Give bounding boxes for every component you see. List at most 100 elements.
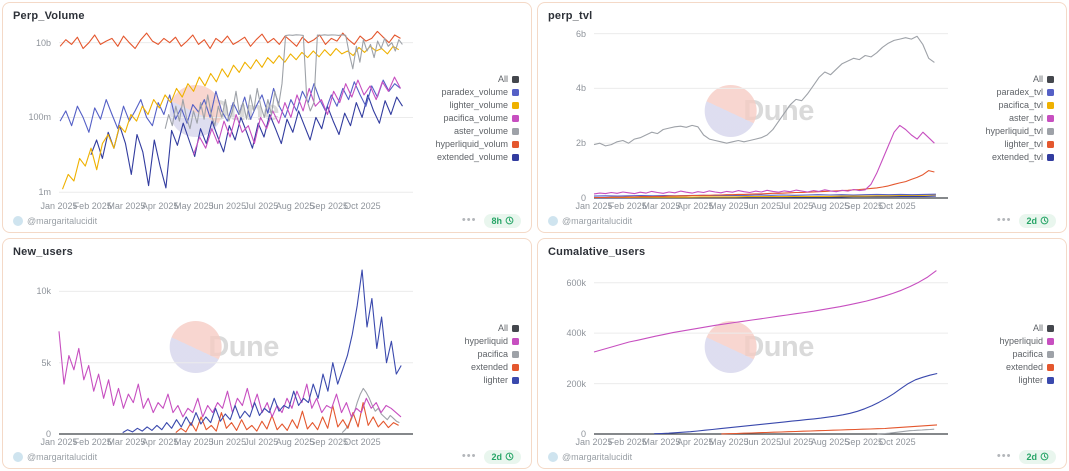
legend-item-pacifica[interactable]: pacifica	[948, 349, 1054, 359]
more-menu-icon[interactable]: •••	[461, 450, 477, 462]
y-tick-label: 4b	[575, 83, 586, 94]
chart-plot-area[interactable]: Dune 6b 4b 2b 0	[576, 24, 948, 203]
x-tick-label: Jun 2025	[744, 201, 782, 211]
chart-title: Perp_Volume	[13, 10, 85, 22]
series-lighter	[654, 372, 938, 435]
more-menu-icon[interactable]: •••	[461, 214, 477, 226]
legend-swatch-icon	[1047, 376, 1054, 384]
legend-swatch-icon	[512, 363, 519, 371]
series-pacifica	[341, 387, 400, 433]
legend-swatch-icon	[1047, 324, 1054, 332]
legend-swatch-icon	[512, 114, 519, 122]
legend-item-extended-tvl[interactable]: extended_tvl	[948, 152, 1054, 162]
x-tick-label: Jan 2025	[575, 201, 613, 211]
legend-item-aster-volume[interactable]: aster_volume	[413, 126, 519, 136]
legend-item-pacifica-volume[interactable]: pacifica_volume	[413, 113, 519, 123]
card-footer: @margaritalucidit ••• 2d	[548, 448, 1056, 465]
legend-swatch-icon	[1047, 363, 1054, 371]
series-lighter	[122, 269, 402, 434]
y-tick-label: 5k	[41, 357, 51, 368]
series-aster_tvl	[593, 124, 935, 195]
x-axis: Jan 2025 Feb 2025 Mar 2025 Apr 2025 May 2025…	[575, 434, 948, 448]
legend-item-lighter[interactable]: lighter	[948, 375, 1054, 385]
more-menu-icon[interactable]: •••	[996, 450, 1012, 462]
x-axis: Jan 2025 Feb 2025 Mar 2025 Apr 2025 May 2025…	[40, 198, 413, 212]
y-tick-label: 2b	[575, 138, 586, 149]
author-avatar	[548, 215, 558, 226]
author-handle[interactable]: @margaritalucidit	[562, 451, 633, 462]
x-tick-label: Jun 2025	[209, 437, 247, 447]
legend-label: extended	[1005, 362, 1043, 372]
series-extended	[721, 424, 938, 435]
x-axis: Jan 2025 Feb 2025 Mar 2025 Apr 2025 May 2025…	[40, 434, 413, 448]
legend-item-all[interactable]: All	[413, 323, 519, 333]
x-tick-label: Jan 2025	[40, 437, 78, 447]
author-avatar	[13, 451, 23, 462]
legend-item-extended[interactable]: extended	[948, 362, 1054, 372]
y-tick-label: 6b	[575, 28, 586, 39]
chart-plot-area[interactable]: Dune 600k 400k 200k 0	[566, 260, 948, 439]
legend-label: lighter	[1018, 375, 1043, 385]
x-tick-label: Aug 2025	[810, 201, 850, 211]
x-tick-label: Sep 2025	[844, 437, 883, 447]
legend-item-lighter-tvl[interactable]: lighter_tvl	[948, 139, 1054, 149]
series-hyperliquid_tvl	[593, 35, 935, 147]
card-footer: @margaritalucidit ••• 2d	[13, 448, 521, 465]
author-avatar	[548, 451, 558, 462]
chart-plot-area[interactable]: Dune 10b 100m 1m	[28, 24, 413, 198]
legend-item-pacifica-tvl[interactable]: pacifica_tvl	[948, 100, 1054, 110]
chart-plot-area[interactable]: Dune 10k 5k 0	[36, 260, 413, 439]
legend-label: paradex_tvl	[996, 87, 1043, 97]
x-tick-label: Feb 2025	[608, 201, 647, 211]
legend-label: hyperliquid_volum	[435, 139, 508, 149]
legend-item-paradex-volume[interactable]: paradex_volume	[413, 87, 519, 97]
refresh-badge[interactable]: 2d	[484, 449, 521, 464]
legend-item-hyperliquid[interactable]: hyperliquid	[948, 336, 1054, 346]
more-menu-icon[interactable]: •••	[996, 214, 1012, 226]
legend-item-all[interactable]: All	[413, 74, 519, 84]
y-tick-label: 0	[45, 429, 51, 439]
x-tick-label: Jul 2025	[779, 437, 814, 447]
legend-item-lighter[interactable]: lighter	[413, 375, 519, 385]
author-avatar	[13, 215, 23, 226]
x-tick-label: Oct 2025	[344, 437, 381, 447]
legend-label: hyperliquid_tvl	[985, 126, 1043, 136]
refresh-badge[interactable]: 2d	[1019, 213, 1056, 228]
legend-swatch-icon	[1047, 88, 1054, 96]
legend-item-aster-tvl[interactable]: aster_tvl	[948, 113, 1054, 123]
legend-item-paradex-tvl[interactable]: paradex_tvl	[948, 87, 1054, 97]
author-handle[interactable]: @margaritalucidit	[562, 215, 633, 226]
legend-item-extended[interactable]: extended	[413, 362, 519, 372]
legend-item-hyperliquid-tvl[interactable]: hyperliquid_tvl	[948, 126, 1054, 136]
legend-swatch-icon	[1047, 153, 1054, 161]
author-handle[interactable]: @margaritalucidit	[27, 451, 98, 462]
legend-item-all[interactable]: All	[948, 74, 1054, 84]
legend-item-lighter-volume[interactable]: lighter_volume	[413, 100, 519, 110]
refresh-badge[interactable]: 8h	[484, 213, 521, 228]
legend-label: All	[497, 74, 508, 84]
x-tick-label: Jul 2025	[244, 201, 279, 211]
series-pacifica	[877, 428, 935, 435]
x-tick-label: Apr 2025	[676, 201, 714, 211]
chart-title: Cumalative_users	[548, 246, 646, 258]
legend-swatch-icon	[512, 376, 519, 384]
clock-icon	[505, 216, 514, 225]
x-tick-label: Oct 2025	[879, 201, 916, 211]
legend-item-all[interactable]: All	[948, 323, 1054, 333]
refresh-badge[interactable]: 2d	[1019, 449, 1056, 464]
y-tick-label: 10k	[36, 286, 51, 297]
legend-swatch-icon	[512, 350, 519, 358]
legend-item-pacifica[interactable]: pacifica	[413, 349, 519, 359]
legend-label: hyperliquid	[999, 336, 1043, 346]
author-handle[interactable]: @margaritalucidit	[27, 215, 98, 226]
legend-label: extended_tvl	[991, 152, 1043, 162]
legend-swatch-icon	[512, 88, 519, 96]
legend-item-extended-volume[interactable]: extended_volume	[413, 152, 519, 162]
legend-swatch-icon	[512, 127, 519, 135]
legend-item-hyperliquid-volum[interactable]: hyperliquid_volum	[413, 139, 519, 149]
x-tick-label: Jan 2025	[40, 201, 78, 211]
legend-item-hyperliquid[interactable]: hyperliquid	[413, 336, 519, 346]
clock-icon	[1040, 216, 1049, 225]
series-lighter_volume	[61, 45, 400, 190]
